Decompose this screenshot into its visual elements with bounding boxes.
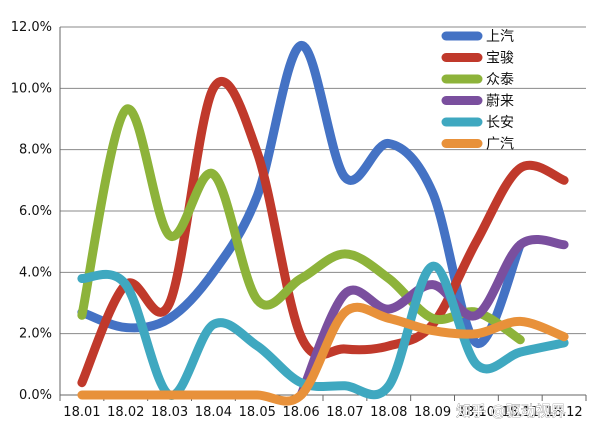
y-tick-label: 2.0%: [19, 327, 52, 342]
x-axis: 18.01 18.02 18.03 18.04 18.05 18.06 18.07 18.08…: [59, 394, 587, 420]
legend-label: 上汽: [486, 29, 514, 45]
series-line-2: [77, 77, 569, 388]
legend-label: 众泰: [486, 72, 514, 88]
legend-label: 长安: [486, 115, 514, 131]
x-tick-label: 18.10: [458, 405, 495, 420]
series-line-5: [77, 261, 569, 400]
x-tick-label: 18.02: [107, 405, 144, 420]
y-tick-label: 12.0%: [11, 20, 52, 35]
x-tick-label: 18.01: [63, 405, 100, 420]
y-tick-label: 8.0%: [19, 143, 52, 158]
y-tick-label: 6.0%: [19, 204, 52, 219]
y-tick-label: 0.0%: [19, 388, 52, 403]
y-axis: 0.0% 2.0% 4.0% 6.0% 8.0% 10.0% 12.0%: [11, 20, 61, 403]
legend-label: 广汽: [486, 137, 514, 153]
legend-label: 蔚来: [486, 94, 514, 110]
y-tick-label: 4.0%: [19, 265, 52, 280]
x-tick-label: 18.12: [545, 405, 582, 420]
x-tick-label: 18.03: [151, 405, 188, 420]
x-tick-label: 18.05: [239, 405, 276, 420]
series-line-4: [296, 235, 569, 400]
series-line-3: [77, 104, 525, 345]
x-tick-label: 18.11: [502, 405, 539, 420]
series-line-6: [77, 302, 569, 406]
x-tick-label: 18.06: [282, 405, 319, 420]
x-tick-label: 18.09: [414, 405, 451, 420]
series-lines: [77, 40, 569, 406]
x-tick-label: 18.08: [370, 405, 407, 420]
legend-label: 宝骏: [486, 51, 514, 67]
x-tick-label: 18.07: [326, 405, 363, 420]
y-tick-label: 10.0%: [11, 81, 52, 96]
watermark: 知乎 @驱动视界: [456, 402, 566, 420]
x-tick-label: 18.04: [195, 405, 232, 420]
